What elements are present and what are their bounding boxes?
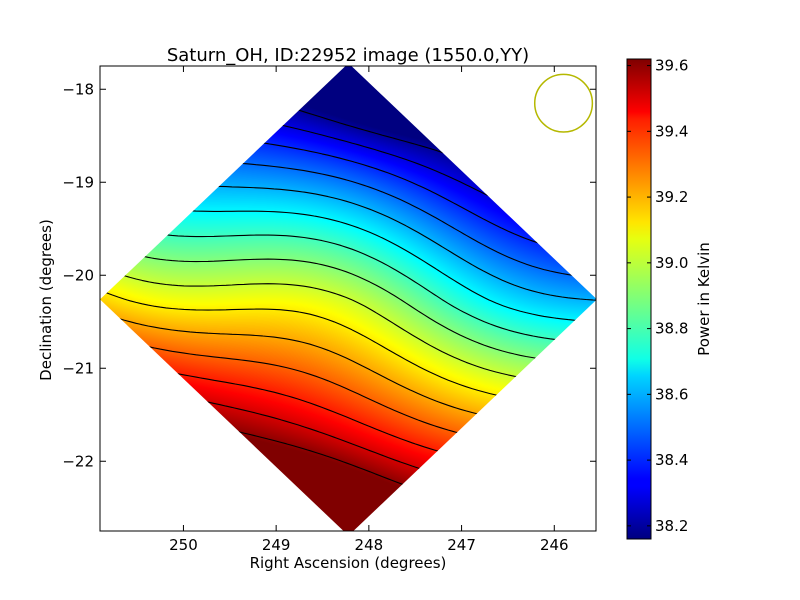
colorbar-tick-label: 38.2 (655, 517, 688, 535)
y-tick-label: −20 (62, 266, 94, 284)
x-axis-label: Right Ascension (degrees) (250, 554, 447, 572)
y-tick-label: −19 (62, 173, 94, 191)
x-tick-label: 250 (169, 536, 198, 554)
y-tick-label: −22 (62, 452, 94, 470)
y-tick-label: −18 (62, 80, 94, 98)
y-axis-label: Declination (degrees) (37, 219, 55, 381)
axes-frame (99, 65, 597, 532)
x-tick-label: 249 (262, 536, 291, 554)
colorbar: 38.2 38.4 38.6 38.8 39.0 39.2 39.4 39.6 Power i… (626, 57, 713, 540)
colorbar-label: Power in Kelvin (695, 242, 713, 356)
colorbar-tick-label: 38.8 (655, 320, 688, 338)
plot-area: 250 249 248 247 246 −18 −19 −20 −21 −22 (62, 65, 597, 554)
colorbar-tick-label: 39.2 (655, 188, 688, 206)
colorbar-tick-label: 39.6 (655, 57, 688, 75)
colorbar-tick-label: 38.4 (655, 451, 688, 469)
colorbar-tick-label: 39.0 (655, 254, 688, 272)
y-axis-ticks: −18 −19 −20 −21 −22 (62, 80, 596, 470)
heatmap-diamond (100, 66, 596, 531)
chart-title: Saturn_OH, ID:22952 image (1550.0,YY) (167, 45, 529, 66)
colorbar-tick-label: 39.4 (655, 122, 688, 140)
x-tick-label: 248 (355, 536, 384, 554)
colorbar-ticks: 38.2 38.4 38.6 38.8 39.0 39.2 39.4 39.6 (627, 57, 688, 535)
x-tick-label: 247 (447, 536, 476, 554)
beam-circle (533, 73, 594, 133)
x-axis-ticks: 250 249 248 247 246 (169, 66, 569, 554)
x-tick-label: 246 (540, 536, 569, 554)
colorbar-gradient (626, 58, 652, 540)
y-tick-label: −21 (62, 359, 94, 377)
colorbar-tick-label: 38.6 (655, 385, 688, 403)
